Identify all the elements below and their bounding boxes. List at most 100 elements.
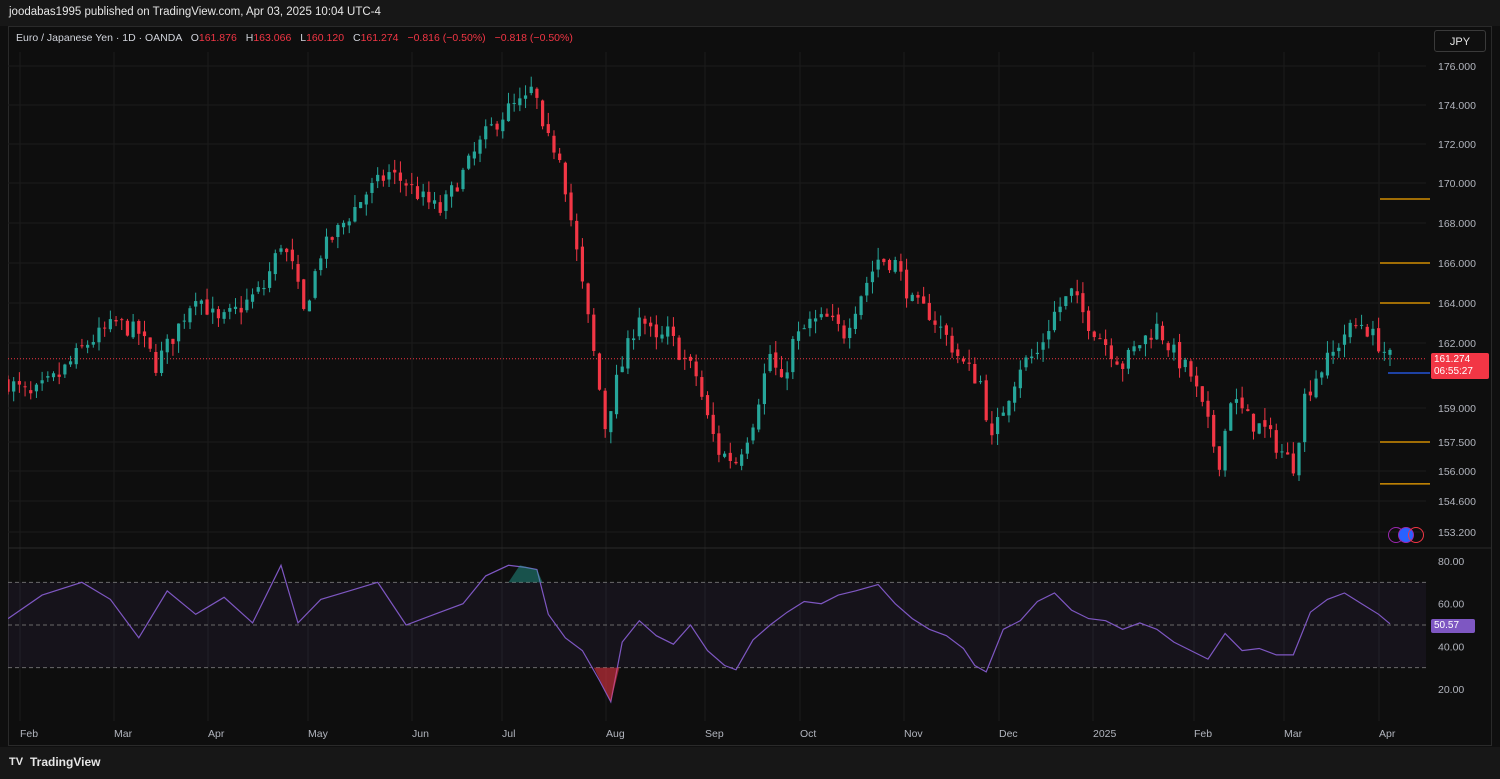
candle: [1149, 329, 1153, 349]
candle: [796, 321, 801, 350]
candle: [17, 372, 21, 393]
candle-body: [836, 314, 840, 324]
rsi-axis[interactable]: 80.00 60.00 40.00 20.00: [1438, 556, 1464, 696]
candle: [1229, 401, 1233, 431]
candle: [1303, 388, 1307, 452]
candle: [671, 317, 676, 347]
candle-body: [722, 453, 727, 457]
chart-canvas[interactable]: 176.000 174.000 172.000 170.000 168.000 166.0…: [8, 26, 1492, 746]
time-axis[interactable]: Feb Mar Apr May Jun Jul Aug Sep Oct Nov Dec 2025 Feb…: [20, 728, 1396, 740]
candle: [586, 282, 590, 323]
candle-body: [1342, 334, 1347, 345]
candle: [1200, 386, 1204, 407]
candle: [1007, 400, 1011, 423]
candle-body: [1377, 328, 1381, 352]
candle-body: [939, 326, 943, 328]
candle-body: [1058, 306, 1062, 313]
currency-button[interactable]: JPY: [1434, 30, 1486, 52]
candle-body: [228, 308, 232, 312]
tradingview-logo-icon[interactable]: TV: [9, 756, 24, 768]
candle-body: [1024, 357, 1028, 368]
price-tick-label: 154.600: [1438, 496, 1476, 508]
candle: [74, 343, 78, 369]
candle-body: [791, 338, 795, 373]
price-tick-label: 164.000: [1438, 298, 1476, 310]
candle: [296, 254, 300, 289]
candle: [990, 411, 994, 445]
candle-body: [296, 264, 300, 282]
time-tick-label: Aug: [606, 728, 625, 740]
event-icon[interactable]: [1408, 527, 1424, 543]
candle-body: [421, 191, 425, 198]
candle: [1138, 345, 1142, 352]
candle-body: [165, 338, 169, 353]
candle: [694, 354, 698, 387]
candle: [438, 195, 442, 216]
candle-body: [1240, 397, 1244, 409]
symbol-name[interactable]: Euro / Japanese Yen · 1D · OANDA: [16, 32, 182, 44]
time-tick-label: Apr: [208, 728, 225, 740]
candle-body: [882, 258, 886, 263]
candle-body: [575, 220, 579, 250]
candle-body: [194, 301, 198, 307]
candle: [779, 356, 784, 378]
time-tick-label: Feb: [20, 728, 38, 740]
candle: [103, 321, 107, 337]
candle: [194, 292, 198, 316]
candle-body: [68, 361, 73, 365]
indicator-icons[interactable]: [1388, 527, 1424, 545]
candle-body: [233, 306, 238, 310]
symbol-legend[interactable]: Euro / Japanese Yen · 1D · OANDA O161.87…: [16, 32, 573, 44]
candle-body: [472, 151, 476, 159]
candle: [148, 337, 152, 352]
candle-body: [1092, 331, 1096, 338]
candle: [558, 147, 562, 163]
candle-body: [1109, 345, 1113, 359]
candle-body: [239, 307, 243, 313]
candle-body: [319, 258, 323, 271]
candle-body: [455, 187, 459, 192]
candle-body: [273, 253, 277, 275]
candle: [120, 317, 124, 331]
candle: [1104, 329, 1108, 356]
candle-body: [142, 331, 147, 337]
candle: [1359, 314, 1364, 330]
candle: [1132, 340, 1136, 356]
price-tick-label: 170.000: [1438, 178, 1476, 190]
chart-frame[interactable]: [8, 26, 1492, 746]
candle: [757, 398, 761, 433]
candle: [1075, 279, 1079, 304]
candle-body: [1268, 425, 1273, 430]
candle: [961, 356, 966, 364]
candle: [649, 316, 653, 337]
candle: [1052, 301, 1057, 333]
candle: [523, 85, 528, 109]
candle: [995, 407, 1000, 445]
candle: [1337, 343, 1341, 358]
candle-body: [1325, 352, 1330, 376]
candle-body: [74, 348, 78, 365]
candle-body: [1143, 335, 1148, 345]
candle-body: [893, 260, 897, 272]
candle-body: [1064, 296, 1068, 307]
candle: [722, 451, 727, 459]
rsi-overbought-fill: [508, 565, 543, 583]
candle: [774, 341, 778, 376]
candle: [518, 87, 522, 112]
brand-name[interactable]: TradingView: [30, 755, 101, 769]
candle: [455, 182, 459, 192]
candle-body: [86, 344, 90, 348]
candle: [751, 423, 755, 445]
candle-body: [461, 169, 465, 190]
candle: [302, 278, 306, 311]
price-axis[interactable]: 176.000 174.000 172.000 170.000 168.000 166.0…: [1438, 61, 1476, 539]
rsi-tick-label: 60.00: [1438, 599, 1464, 611]
time-tick-label: Oct: [800, 728, 816, 740]
candle-body: [603, 390, 607, 430]
candle: [489, 117, 494, 127]
candle-body: [677, 337, 681, 360]
candle-body: [1331, 351, 1335, 356]
candle: [1280, 443, 1284, 459]
candle: [1286, 442, 1290, 455]
candle: [364, 191, 368, 216]
